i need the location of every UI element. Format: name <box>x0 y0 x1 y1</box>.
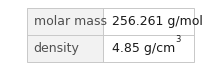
Text: 3: 3 <box>176 35 181 44</box>
Text: density: density <box>34 42 79 55</box>
Text: molar mass: molar mass <box>34 15 107 28</box>
Text: 4.85 g/cm: 4.85 g/cm <box>111 42 175 55</box>
Bar <box>27 8 103 62</box>
Text: 256.261 g/mol: 256.261 g/mol <box>111 15 202 28</box>
